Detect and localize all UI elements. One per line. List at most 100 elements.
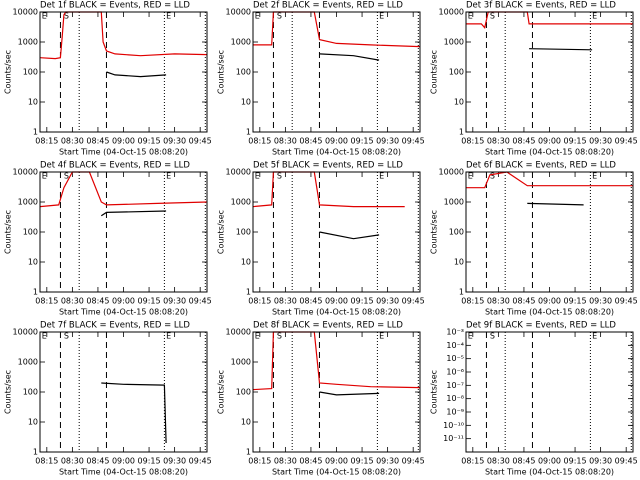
plot-frame [39,331,208,453]
y-tick-label: 10000 [439,168,464,177]
x-tick-label: 09:30 [376,137,399,146]
x-tick-label: 09:30 [163,457,186,466]
annotation: S [490,332,495,341]
panel: Det 2f BLACK = Events, RED = LLD Start Ti… [217,1,425,157]
y-tick-label: 10⁻³ [446,328,464,337]
y-tick-label: 10 [241,258,251,267]
x-tick-label: 09:15 [351,457,374,466]
y-tick-label: 1 [33,448,38,457]
x-tick-label: 08:45 [86,457,109,466]
x-tick-label: 09:30 [376,457,399,466]
y-axis-label: Counts/sec [430,50,439,94]
x-tick-label: 09:15 [564,297,587,306]
x-tick-label: 08:45 [299,297,322,306]
y-tick-label: 1 [246,448,251,457]
x-tick-label: 09:15 [351,137,374,146]
plot [466,171,633,206]
y-tick-label: 10⁻⁹ [446,408,464,417]
y-tick-label: 10 [241,418,251,427]
panel-title: Det 1f BLACK = Events, RED = LLD [40,1,190,11]
x-tick-label: 09:00 [112,297,135,306]
panel: Det 1f BLACK = Events, RED = LLD Start Ti… [4,1,212,157]
panel-title: Det 8f BLACK = Events, RED = LLD [253,321,403,331]
annotation: E [42,12,47,21]
x-tick-label: 09:30 [589,137,612,146]
annotation: E [468,332,473,341]
x-tick-label: 09:30 [163,297,186,306]
x-axis-label: Start Time (04-Oct-15 08:08:20) [59,148,188,157]
y-tick-label: 10 [28,98,38,107]
y-tick-label: 10 [454,258,464,267]
x-tick-label: 08:30 [61,297,84,306]
x-axis-label: Start Time (04-Oct-15 08:08:20) [485,148,614,157]
x-tick-label: 09:00 [538,297,561,306]
x-tick-label: 09:45 [189,457,212,466]
y-axis-label: Counts/sec [217,50,226,94]
y-tick-label: 10 [28,258,38,267]
x-tick-label: 09:15 [564,137,587,146]
x-tick-label: 08:15 [248,457,271,466]
annotation: E [379,332,384,341]
x-tick-label: 09:30 [163,137,186,146]
y-tick-label: 10 [454,98,464,107]
series-line [106,71,167,78]
annotation: E [592,332,597,341]
y-tick-label: 100 [23,68,38,77]
x-tick-label: 09:00 [325,457,348,466]
y-tick-label: 10000 [439,8,464,17]
x-tick-label: 08:45 [512,297,535,306]
series-line [253,11,420,48]
y-tick-label: 10000 [13,8,38,17]
y-tick-label: 1000 [18,38,38,47]
annotation: E [379,12,384,21]
x-tick-label: 08:30 [61,137,84,146]
y-tick-label: 100 [23,388,38,397]
x-tick-label: 09:30 [589,297,612,306]
y-tick-label: 1 [246,288,251,297]
x-tick-label: 08:15 [35,137,58,146]
x-tick-label: 09:45 [402,297,425,306]
y-tick-label: 10⁻⁵ [446,354,464,363]
plot-frame [252,331,421,453]
x-tick-label: 09:15 [138,297,161,306]
plot-frame [39,171,208,293]
annotation: S [490,12,495,21]
y-axis-label: Counts/sec [430,210,439,254]
annotation: S [64,172,69,181]
x-tick-label: 09:45 [189,297,212,306]
y-tick-label: 10000 [13,328,38,337]
y-axis-label: Counts/sec [217,370,226,414]
x-tick-label: 09:30 [376,297,399,306]
x-tick-label: 09:00 [112,457,135,466]
x-tick-label: 08:30 [274,297,297,306]
y-tick-label: 10⁻⁴ [446,341,464,350]
annotation: E [255,12,260,21]
panel-title: Det 5f BLACK = Events, RED = LLD [253,161,403,171]
x-tick-label: 08:15 [248,137,271,146]
annotation: E [592,172,597,181]
x-tick-label: 08:45 [299,457,322,466]
plot-frame [252,171,421,293]
x-axis-label: Start Time (04-Oct-15 08:08:20) [59,308,188,317]
x-axis-label: Start Time (04-Oct-15 08:08:20) [485,468,614,477]
y-tick-label: 10⁻⁶ [446,368,464,377]
panel-title: Det 2f BLACK = Events, RED = LLD [253,1,403,11]
x-tick-label: 09:45 [615,137,638,146]
y-tick-label: 10⁻⁸ [446,394,464,403]
x-tick-label: 08:30 [487,137,510,146]
panel: Det 3f BLACK = Events, RED = LLD Start Ti… [430,1,638,157]
x-tick-label: 09:00 [538,457,561,466]
x-tick-label: 09:45 [615,457,638,466]
series-line [319,231,380,240]
x-axis-label: Start Time (04-Oct-15 08:08:20) [272,468,401,477]
y-axis-label: Counts/sec [4,50,13,94]
x-tick-label: 09:00 [325,137,348,146]
plot [101,382,167,444]
panel-title: Det 3f BLACK = Events, RED = LLD [466,1,616,11]
panel: Det 9f BLACK = Events, RED = LLD Start Ti… [430,321,638,477]
y-axis-label: Counts/sec [4,370,13,414]
x-tick-label: 09:00 [325,297,348,306]
annotation: S [277,332,282,341]
